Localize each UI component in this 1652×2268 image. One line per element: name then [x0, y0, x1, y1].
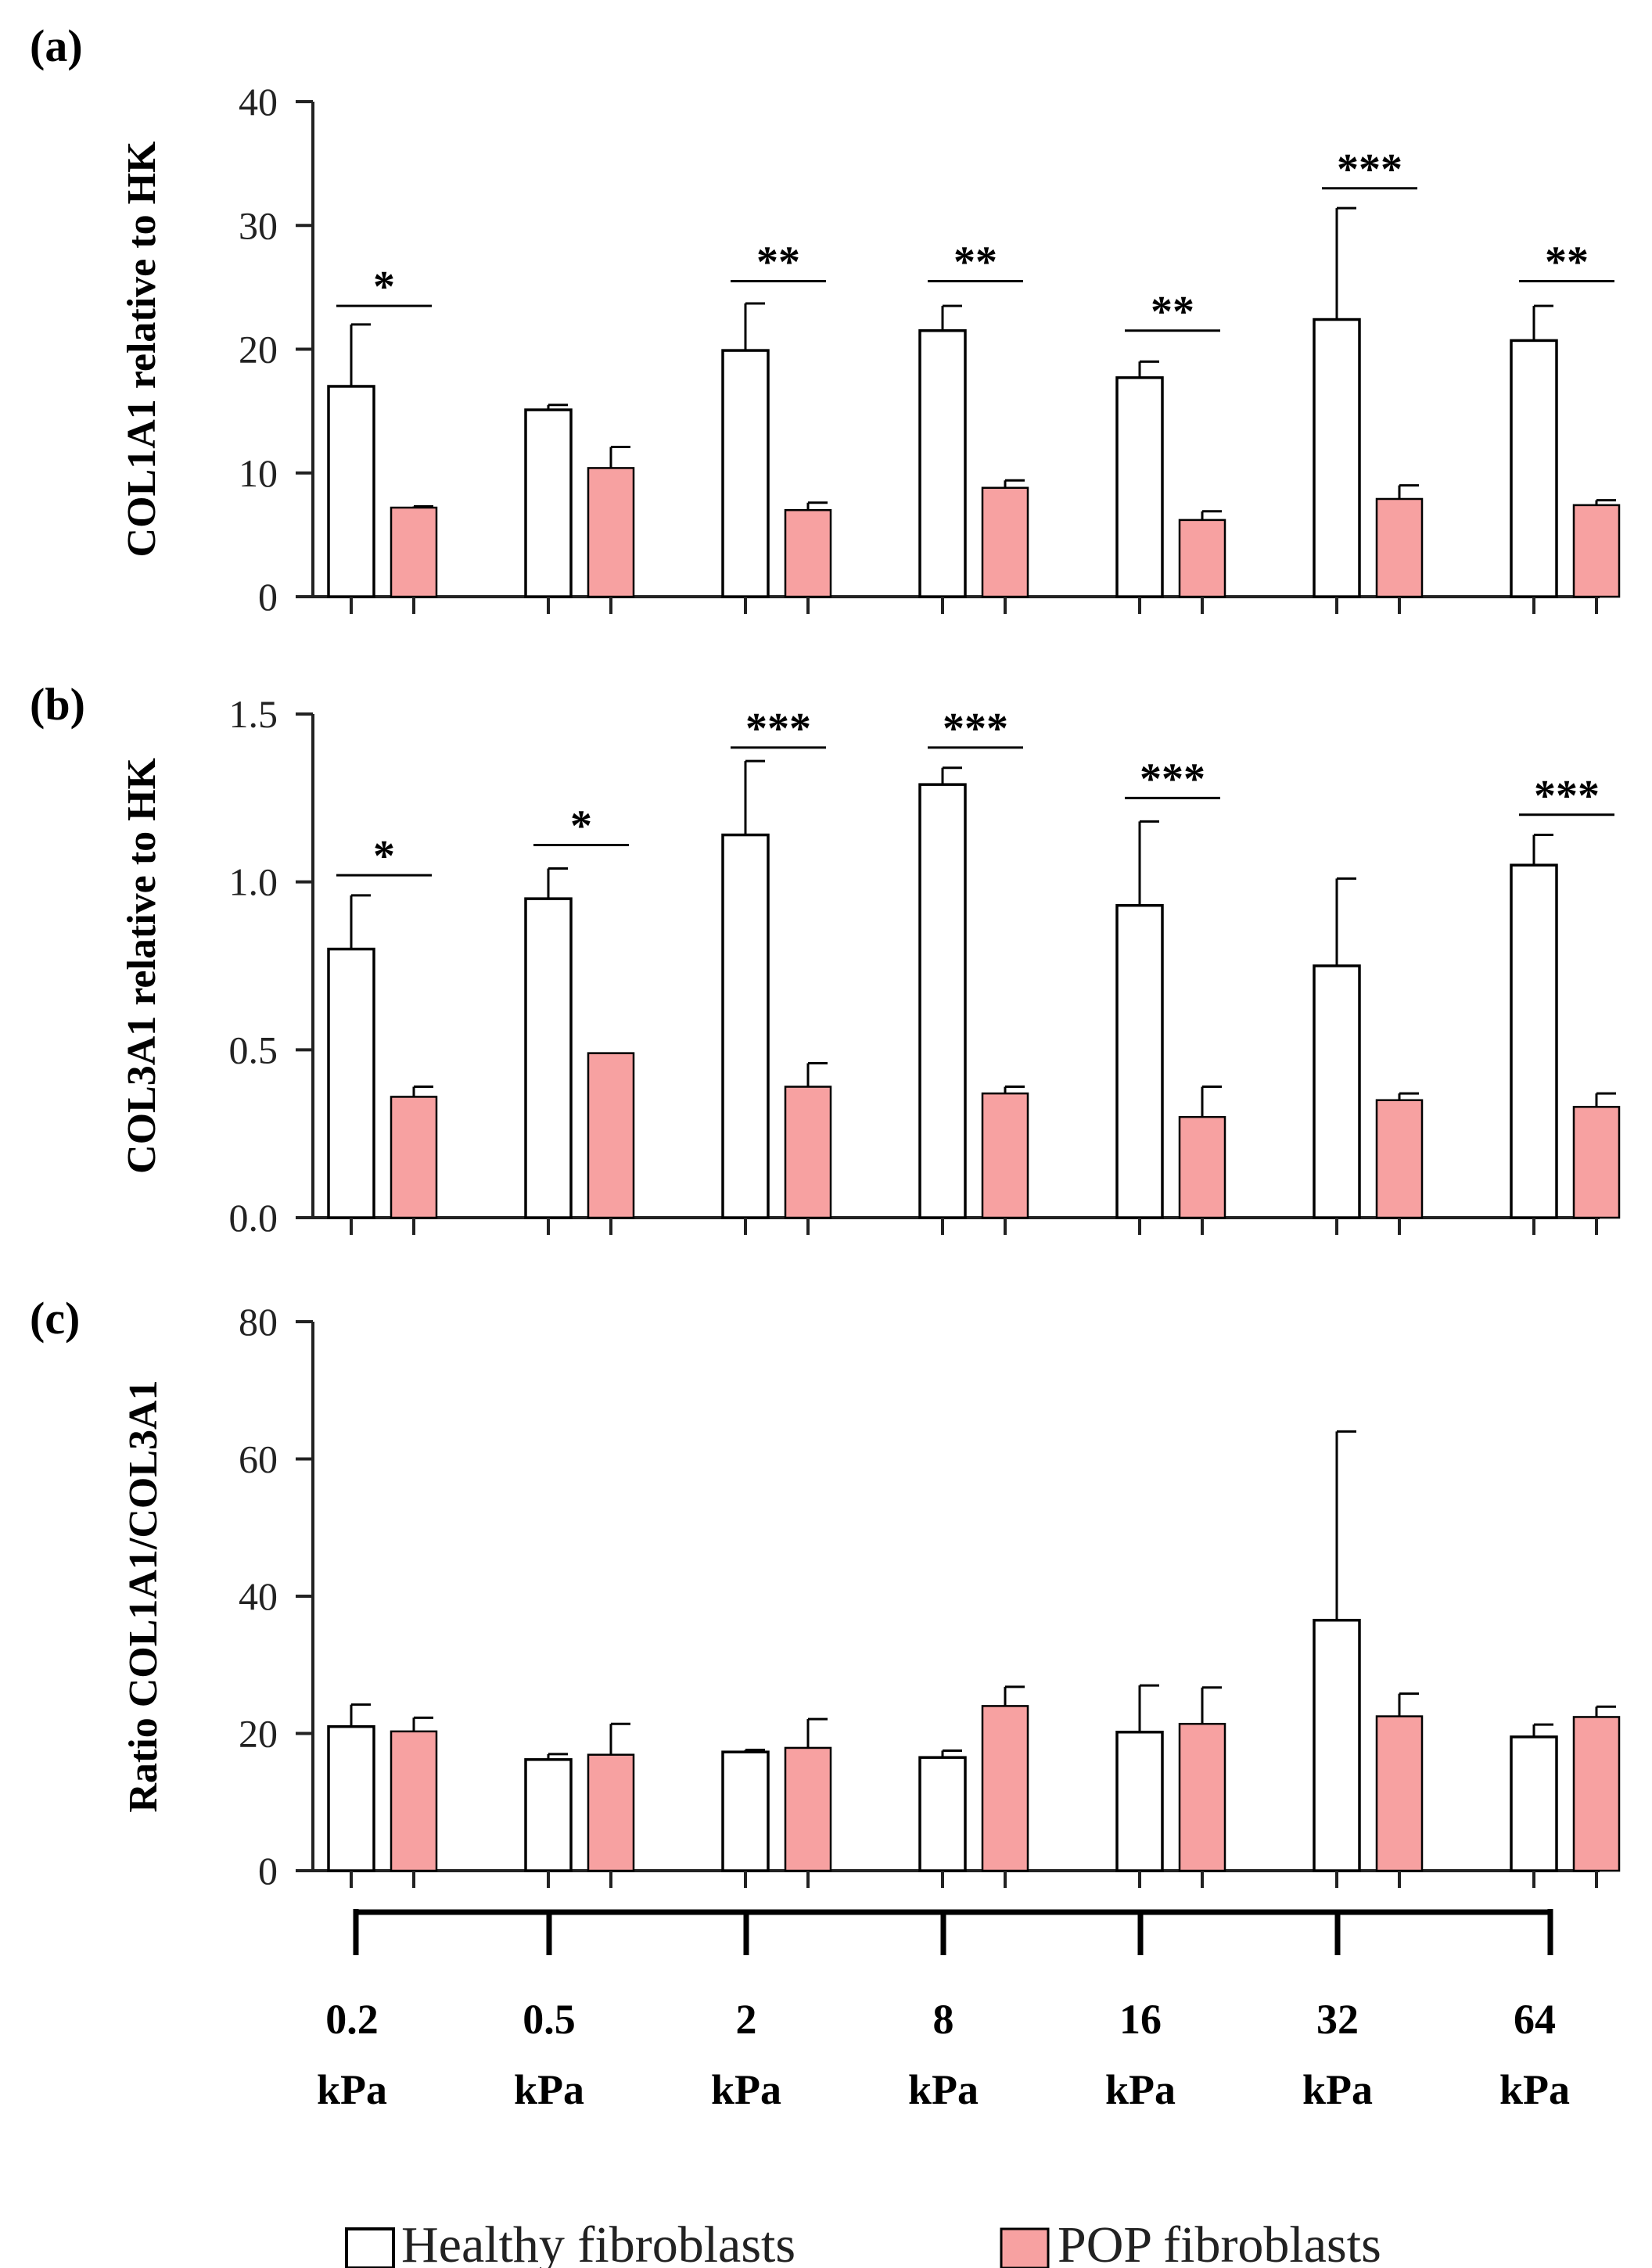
bar-healthy-0-5-kpa	[524, 897, 573, 1219]
bar-pop-0-2-kpa	[390, 1730, 438, 1872]
bar-pop-0-2-kpa	[390, 506, 438, 598]
bar-healthy-8-kpa	[918, 329, 967, 598]
category-value-2: 2	[736, 1996, 757, 2043]
bar-pop-16-kpa	[1178, 1115, 1226, 1219]
bar-pop-2-kpa	[784, 1746, 832, 1872]
category-unit: kPa	[908, 2066, 979, 2113]
bar-pop-0-5-kpa	[587, 1753, 635, 1872]
bar-healthy-32-kpa	[1313, 964, 1361, 1219]
panel-label: (c)	[30, 1293, 80, 1344]
y-tick-label: 20	[239, 328, 278, 371]
y-tick-label: 80	[239, 1300, 278, 1344]
bar-pop-2-kpa	[784, 1086, 832, 1219]
category-value-8: 8	[933, 1996, 954, 2043]
legend-label-pop: POP fibroblasts	[1058, 2216, 1381, 2268]
category-value-16: 16	[1119, 1996, 1162, 2043]
y-tick-label: 20	[239, 1712, 278, 1756]
category-unit: kPa	[711, 2066, 781, 2113]
bar-pop-64-kpa	[1572, 1106, 1621, 1219]
bar-pop-0-5-kpa	[587, 1052, 635, 1219]
significance-label: ***	[943, 705, 1008, 753]
y-tick-label: 10	[239, 451, 278, 495]
legend-swatch-healthy	[345, 2227, 395, 2268]
bar-pop-2-kpa	[784, 508, 832, 598]
bar-healthy-16-kpa	[1115, 903, 1164, 1219]
y-tick-label: 60	[239, 1437, 278, 1481]
bar-healthy-2-kpa	[721, 349, 770, 598]
y-tick-label: 40	[239, 80, 278, 124]
bar-healthy-0-2-kpa	[327, 947, 375, 1219]
bar-pop-16-kpa	[1178, 1722, 1226, 1872]
category-unit: kPa	[317, 2066, 387, 2113]
significance-label: **	[756, 238, 800, 286]
bar-healthy-0-5-kpa	[524, 408, 573, 598]
significance-label: **	[1545, 238, 1589, 286]
bar-pop-0-2-kpa	[390, 1096, 438, 1219]
panel-label: (b)	[30, 679, 85, 730]
bar-healthy-8-kpa	[918, 1756, 967, 1872]
y-tick-label: 0.0	[229, 1196, 278, 1240]
bar-pop-0-5-kpa	[587, 467, 635, 598]
significance-label: *	[373, 832, 395, 881]
significance-label: *	[570, 802, 592, 850]
significance-label: ***	[1140, 755, 1205, 803]
category-unit: kPa	[514, 2066, 584, 2113]
category-value-0-5: 0.5	[523, 1996, 576, 2043]
bar-healthy-16-kpa	[1115, 376, 1164, 598]
bar-healthy-2-kpa	[721, 1750, 770, 1872]
y-tick-label: 0	[258, 1849, 278, 1893]
category-value-32: 32	[1316, 1996, 1359, 2043]
panel-label: (a)	[30, 20, 83, 71]
bar-pop-8-kpa	[981, 486, 1029, 598]
bar-healthy-8-kpa	[918, 783, 967, 1219]
bar-healthy-2-kpa	[721, 833, 770, 1219]
bar-pop-64-kpa	[1572, 1716, 1621, 1872]
bar-healthy-0-2-kpa	[327, 385, 375, 598]
panel-b: (b)COL3A1 relative to HK0.00.51.01.5****…	[30, 679, 1621, 1240]
y-tick-label: 1.0	[229, 860, 278, 904]
y-tick-label: 40	[239, 1574, 278, 1618]
significance-label: *	[373, 263, 395, 311]
bar-pop-64-kpa	[1572, 504, 1621, 598]
bar-pop-32-kpa	[1375, 497, 1424, 598]
bar-pop-32-kpa	[1375, 1099, 1424, 1219]
category-unit: kPa	[1302, 2066, 1373, 2113]
significance-label: **	[953, 238, 997, 286]
panel-c: (c) Ratio COL1A1/COL3A1 0 20 40 60 80	[30, 1293, 1621, 1893]
category-value-64: 64	[1514, 1996, 1556, 2043]
bar-healthy-0-5-kpa	[524, 1758, 573, 1872]
bar-pop-16-kpa	[1178, 519, 1226, 598]
significance-label: ***	[1534, 772, 1600, 820]
bar-healthy-64-kpa	[1510, 863, 1558, 1219]
bar-healthy-64-kpa	[1510, 339, 1558, 598]
bar-pop-32-kpa	[1375, 1715, 1424, 1872]
significance-label: ***	[745, 705, 811, 753]
y-tick-label: 0	[258, 575, 278, 619]
bar-healthy-0-2-kpa	[327, 1724, 375, 1872]
y-axis-label: COL3A1 relative to HK	[120, 757, 164, 1174]
category-value-0-2: 0.2	[325, 1996, 379, 2043]
legend: Healthy fibroblasts POP fibroblasts	[345, 2216, 1381, 2268]
bar-pop-8-kpa	[981, 1705, 1029, 1872]
y-tick-label: 30	[239, 203, 278, 247]
bar-healthy-16-kpa	[1115, 1730, 1164, 1872]
y-axis-label: Ratio COL1A1/COL3A1	[121, 1380, 166, 1812]
bar-healthy-32-kpa	[1313, 1618, 1361, 1872]
legend-label-healthy: Healthy fibroblasts	[401, 2216, 795, 2268]
bar-pop-8-kpa	[981, 1092, 1029, 1219]
y-tick-label: 0.5	[229, 1028, 278, 1071]
significance-label: **	[1151, 288, 1194, 336]
bar-healthy-32-kpa	[1313, 318, 1361, 598]
category-unit: kPa	[1499, 2066, 1570, 2113]
category-axis: 0.2 kPa 0.5 kPa 2 kPa 8 kPa 16 kPa 32 kPa 64 kPa	[317, 1909, 1570, 2113]
bar-healthy-64-kpa	[1510, 1735, 1558, 1872]
legend-swatch-pop	[1000, 2227, 1050, 2268]
significance-label: ***	[1337, 145, 1402, 194]
y-axis-label: COL1A1 relative to HK	[120, 141, 164, 558]
y-tick-label: 1.5	[229, 692, 278, 736]
category-unit: kPa	[1105, 2066, 1176, 2113]
